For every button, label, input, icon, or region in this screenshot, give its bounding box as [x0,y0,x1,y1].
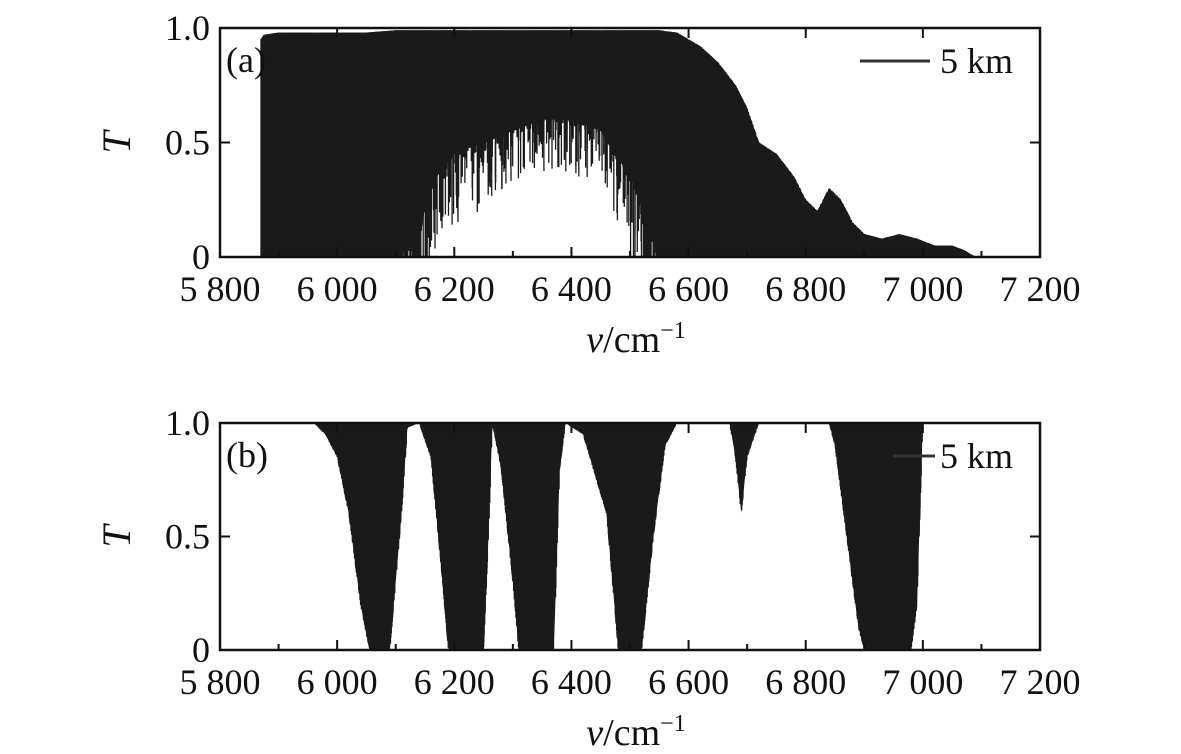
y-tick-label: 1.0 [165,403,210,443]
x-axis-label-a: v/cm−1 [586,318,685,361]
y-tick-label: 0 [192,237,210,277]
x-axis-var-a: v [586,319,603,361]
x-axis-exp-b: −1 [660,711,686,737]
y-ticks-a: 0 0.5 1.0 [165,8,1040,277]
x-tick-label: 7 000 [882,269,963,309]
x-ticks-b: 5 800 6 000 6 200 6 400 6 600 6 800 7 000 7 200 [180,423,1081,702]
y-axis-label-a: T [94,129,139,154]
legend-label-a: 5 km [940,41,1013,81]
x-tick-label: 7 200 [1000,662,1081,702]
panel-b: 5 800 6 000 6 200 6 400 6 600 6 800 7 000 7 200… [94,403,1081,754]
x-tick-label: 6 200 [414,269,495,309]
panel-label-a: (a) [226,40,266,80]
x-axis-var-b: v [586,712,603,754]
transmittance-spikes-a [260,30,977,257]
x-axis-exp-a: −1 [660,318,686,344]
x-axis-unit-b: /cm [603,712,660,754]
x-axis-label-b: v/cm−1 [586,711,685,754]
panel-label-b: (b) [226,435,268,475]
x-tick-label: 6 600 [648,269,729,309]
y-tick-label: 0.5 [165,517,210,557]
x-tick-label: 6 600 [648,662,729,702]
y-tick-label: 0 [192,630,210,670]
x-tick-label: 6 800 [765,662,846,702]
y-tick-label: 1.0 [165,8,210,48]
y-ticks-b: 0 0.5 1.0 [165,403,1040,670]
x-axis-unit-a: /cm [603,319,660,361]
x-tick-label: 6 200 [414,662,495,702]
y-tick-label: 0.5 [165,123,210,163]
x-tick-label: 7 000 [882,662,963,702]
x-tick-label: 6 000 [297,662,378,702]
x-tick-label: 5 800 [180,269,261,309]
transmittance-spikes-b [315,423,924,650]
panel-a: 5 800 6 000 6 200 6 400 6 600 6 800 7 000 7 200… [94,8,1081,361]
x-tick-label: 6 800 [765,269,846,309]
x-ticks-a: 5 800 6 000 6 200 6 400 6 600 6 800 7 000 7 200 [180,28,1081,309]
x-tick-label: 6 400 [531,269,612,309]
legend-label-b: 5 km [940,436,1013,476]
x-tick-label: 6 400 [531,662,612,702]
x-tick-label: 7 200 [1000,269,1081,309]
y-axis-label-b: T [94,523,139,548]
x-tick-label: 6 000 [297,269,378,309]
x-tick-label: 5 800 [180,662,261,702]
